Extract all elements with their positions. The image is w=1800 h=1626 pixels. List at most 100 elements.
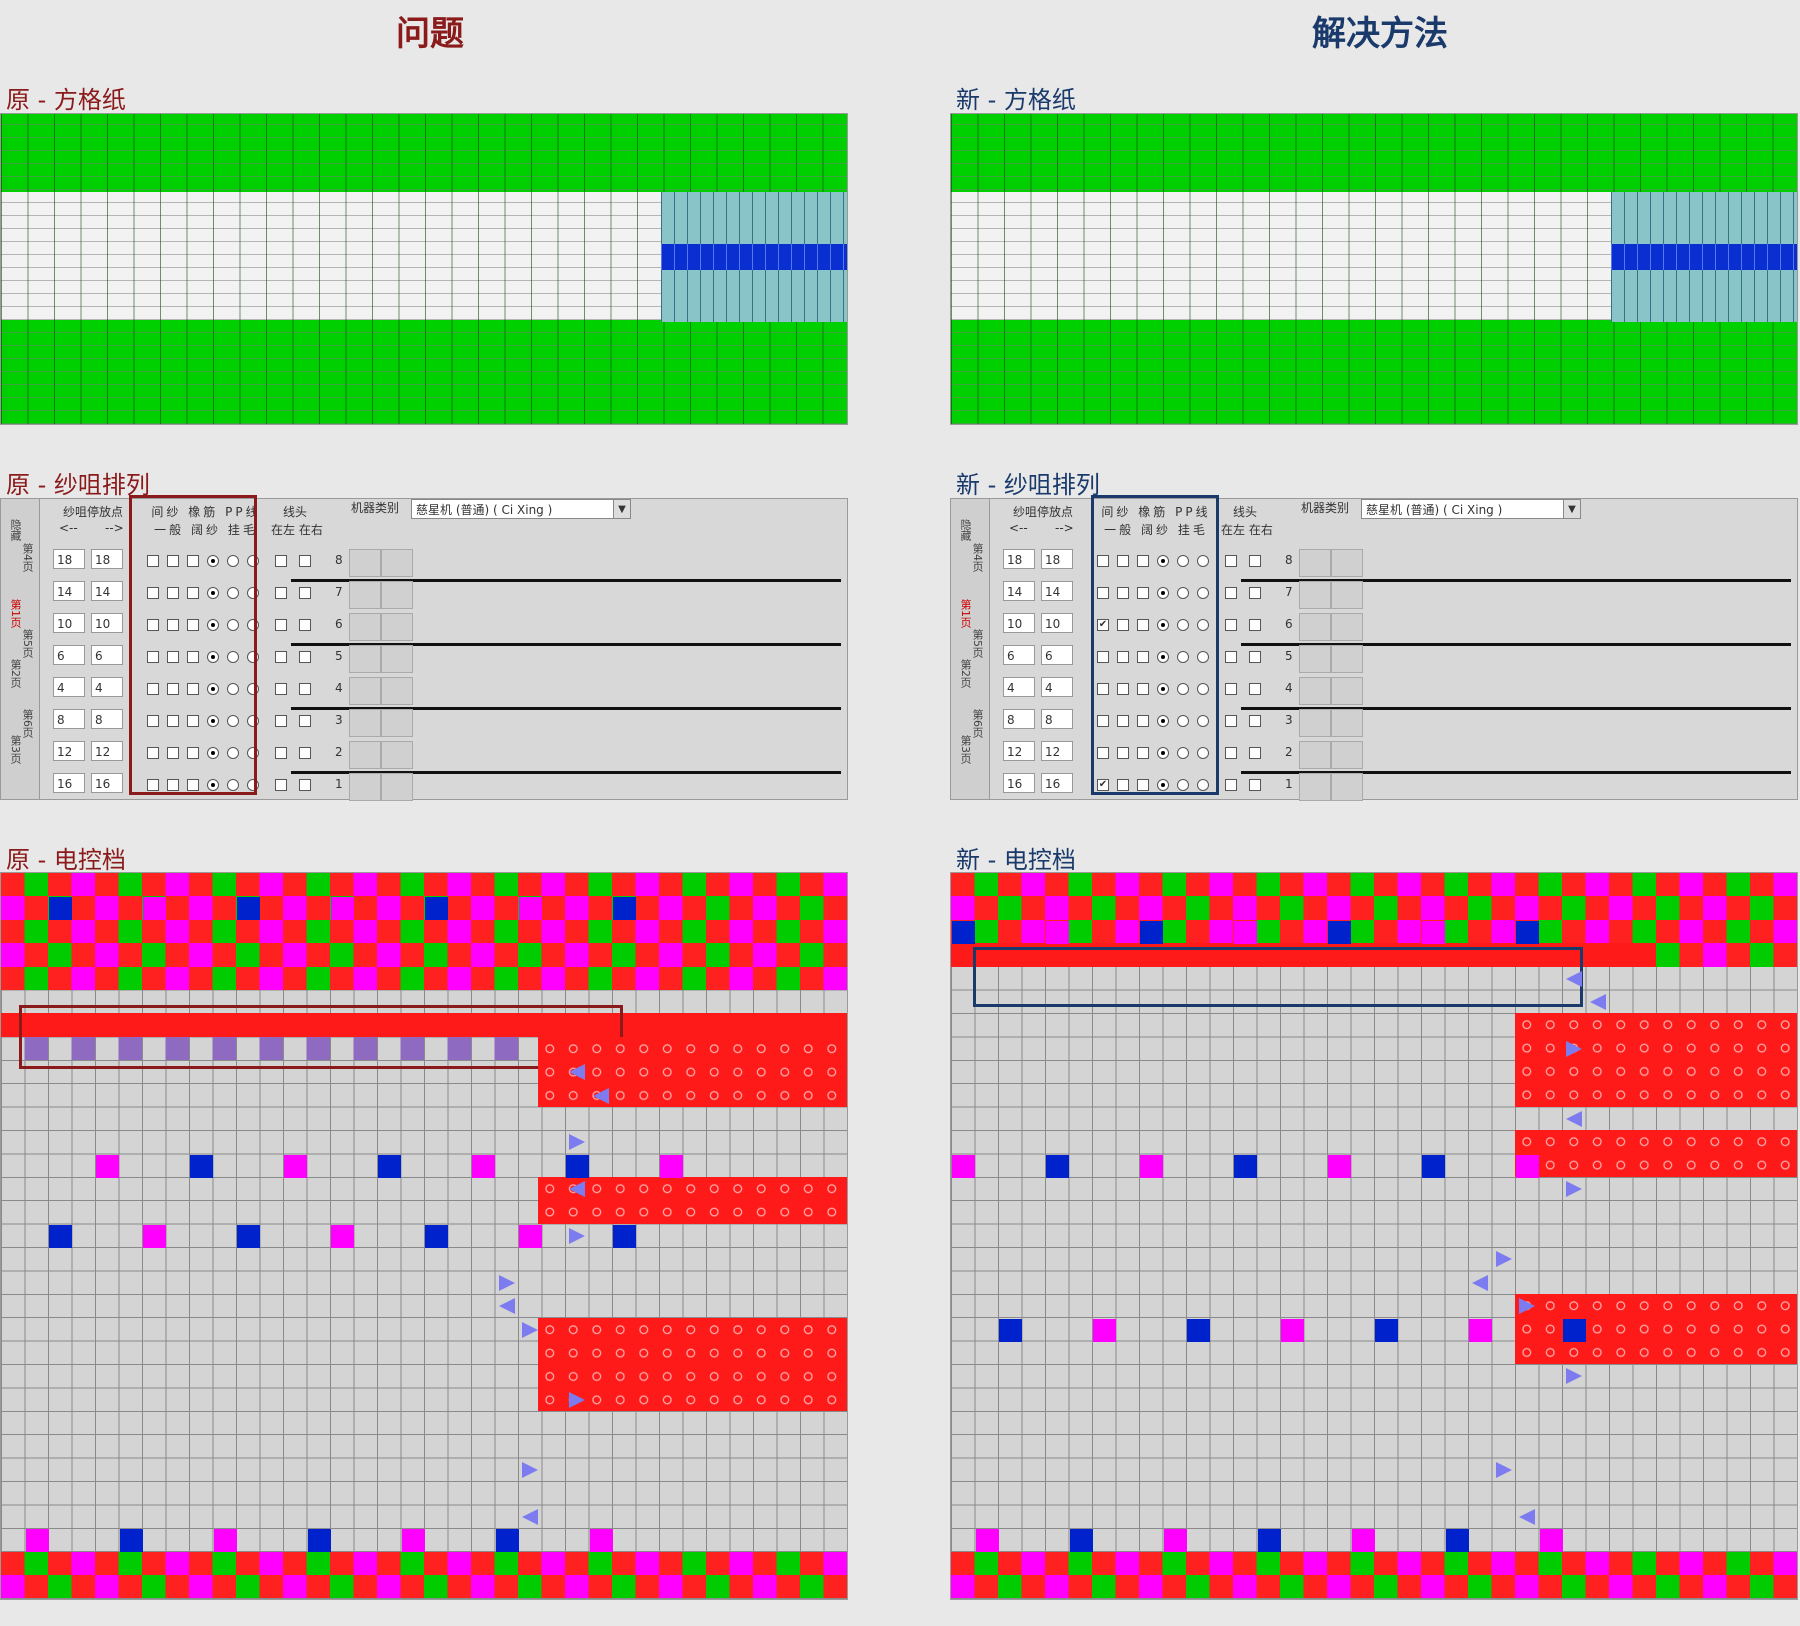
park-right-input[interactable]: 18 — [91, 549, 123, 569]
type-checkbox[interactable] — [167, 619, 179, 631]
thread-right-checkbox[interactable] — [299, 651, 311, 663]
type-checkbox[interactable] — [1137, 683, 1149, 695]
type-checkbox[interactable] — [147, 779, 159, 791]
type-radio-hook[interactable] — [1197, 715, 1209, 727]
park-left-input[interactable]: 18 — [53, 549, 85, 569]
park-right-input[interactable]: 18 — [1041, 549, 1073, 569]
type-checkbox[interactable] — [1097, 747, 1109, 759]
type-radio-hook[interactable] — [1197, 779, 1209, 791]
type-checkbox[interactable] — [1117, 747, 1129, 759]
type-radio-wide[interactable] — [227, 747, 239, 759]
park-right-input[interactable]: 14 — [91, 581, 123, 601]
type-radio-wide[interactable] — [227, 587, 239, 599]
feeder-slot[interactable] — [1299, 677, 1331, 705]
type-checkbox[interactable] — [1137, 779, 1149, 791]
thread-right-checkbox[interactable] — [299, 555, 311, 567]
feeder-slot[interactable] — [1299, 645, 1331, 673]
thread-left-checkbox[interactable] — [1225, 779, 1237, 791]
park-left-input[interactable]: 12 — [1003, 741, 1035, 761]
type-checkbox[interactable] — [147, 683, 159, 695]
park-right-input[interactable]: 16 — [1041, 773, 1073, 793]
tab-page-6[interactable]: 第6页 — [21, 709, 34, 738]
machine-select[interactable]: 慈星机 (普通) ( Ci Xing ) ▼ — [411, 499, 631, 519]
park-right-input[interactable]: 4 — [1041, 677, 1073, 697]
thread-left-checkbox[interactable] — [275, 587, 287, 599]
type-radio-wide[interactable] — [227, 651, 239, 663]
thread-left-checkbox[interactable] — [1225, 651, 1237, 663]
park-right-input[interactable]: 6 — [91, 645, 123, 665]
type-checkbox[interactable] — [1097, 555, 1109, 567]
type-checkbox[interactable] — [1117, 651, 1129, 663]
type-radio-normal[interactable] — [207, 715, 219, 727]
park-left-input[interactable]: 16 — [1003, 773, 1035, 793]
thread-right-checkbox[interactable] — [299, 779, 311, 791]
type-radio-normal[interactable] — [207, 619, 219, 631]
feeder-slot[interactable] — [1299, 773, 1331, 801]
tab-page-2[interactable]: 第2页 — [9, 659, 22, 688]
type-checkbox[interactable] — [1117, 619, 1129, 631]
type-radio-hook[interactable] — [1197, 683, 1209, 695]
type-checkbox[interactable] — [1117, 779, 1129, 791]
park-right-input[interactable]: 16 — [91, 773, 123, 793]
feeder-slot[interactable] — [1299, 549, 1331, 577]
thread-left-checkbox[interactable] — [1225, 587, 1237, 599]
park-left-input[interactable]: 12 — [53, 741, 85, 761]
type-checkbox[interactable] — [187, 715, 199, 727]
tab-page-1[interactable]: 第1页 — [959, 599, 972, 628]
type-checkbox[interactable] — [187, 747, 199, 759]
feeder-slot[interactable] — [1299, 709, 1331, 737]
thread-left-checkbox[interactable] — [275, 651, 287, 663]
park-left-input[interactable]: 14 — [1003, 581, 1035, 601]
type-checkbox[interactable] — [167, 587, 179, 599]
type-radio-normal[interactable] — [1157, 683, 1169, 695]
type-radio-wide[interactable] — [1177, 651, 1189, 663]
thread-right-checkbox[interactable] — [1249, 555, 1261, 567]
feeder-slot[interactable] — [381, 613, 413, 641]
park-right-input[interactable]: 14 — [1041, 581, 1073, 601]
park-left-input[interactable]: 14 — [53, 581, 85, 601]
park-left-input[interactable]: 16 — [53, 773, 85, 793]
park-left-input[interactable]: 8 — [1003, 709, 1035, 729]
type-checkbox[interactable] — [147, 555, 159, 567]
tab-page-5[interactable]: 第5页 — [971, 629, 984, 658]
park-right-input[interactable]: 6 — [1041, 645, 1073, 665]
type-radio-hook[interactable] — [1197, 651, 1209, 663]
tab-page-5[interactable]: 第5页 — [21, 629, 34, 658]
type-checkbox[interactable] — [167, 555, 179, 567]
thread-right-checkbox[interactable] — [1249, 715, 1261, 727]
feeder-slot[interactable] — [1331, 709, 1363, 737]
type-checkbox[interactable] — [187, 619, 199, 631]
tab-page-3[interactable]: 第3页 — [9, 735, 22, 764]
thread-left-checkbox[interactable] — [1225, 555, 1237, 567]
feeder-slot[interactable] — [349, 709, 381, 737]
feeder-slot[interactable] — [1299, 581, 1331, 609]
type-checkbox[interactable]: ✔ — [1097, 619, 1109, 631]
feeder-slot[interactable] — [381, 549, 413, 577]
park-left-input[interactable]: 4 — [1003, 677, 1035, 697]
thread-right-checkbox[interactable] — [299, 619, 311, 631]
type-radio-wide[interactable] — [1177, 619, 1189, 631]
type-radio-wide[interactable] — [1177, 555, 1189, 567]
type-radio-wide[interactable] — [1177, 779, 1189, 791]
type-checkbox[interactable]: ✔ — [1097, 779, 1109, 791]
thread-left-checkbox[interactable] — [275, 683, 287, 695]
feeder-slot[interactable] — [1331, 613, 1363, 641]
thread-right-checkbox[interactable] — [1249, 587, 1261, 599]
type-radio-normal[interactable] — [207, 651, 219, 663]
park-right-input[interactable]: 10 — [91, 613, 123, 633]
tab-page-4[interactable]: 第4页 — [21, 543, 34, 572]
park-right-input[interactable]: 12 — [91, 741, 123, 761]
type-radio-wide[interactable] — [1177, 683, 1189, 695]
type-radio-normal[interactable] — [207, 779, 219, 791]
type-checkbox[interactable] — [147, 715, 159, 727]
type-radio-wide[interactable] — [227, 619, 239, 631]
type-radio-normal[interactable] — [1157, 779, 1169, 791]
machine-select[interactable]: 慈星机 (普通) ( Ci Xing ) ▼ — [1361, 499, 1581, 519]
feeder-slot[interactable] — [1331, 581, 1363, 609]
type-checkbox[interactable] — [147, 619, 159, 631]
type-radio-normal[interactable] — [1157, 555, 1169, 567]
type-radio-normal[interactable] — [1157, 619, 1169, 631]
thread-right-checkbox[interactable] — [1249, 779, 1261, 791]
type-checkbox[interactable] — [187, 651, 199, 663]
feeder-slot[interactable] — [381, 645, 413, 673]
